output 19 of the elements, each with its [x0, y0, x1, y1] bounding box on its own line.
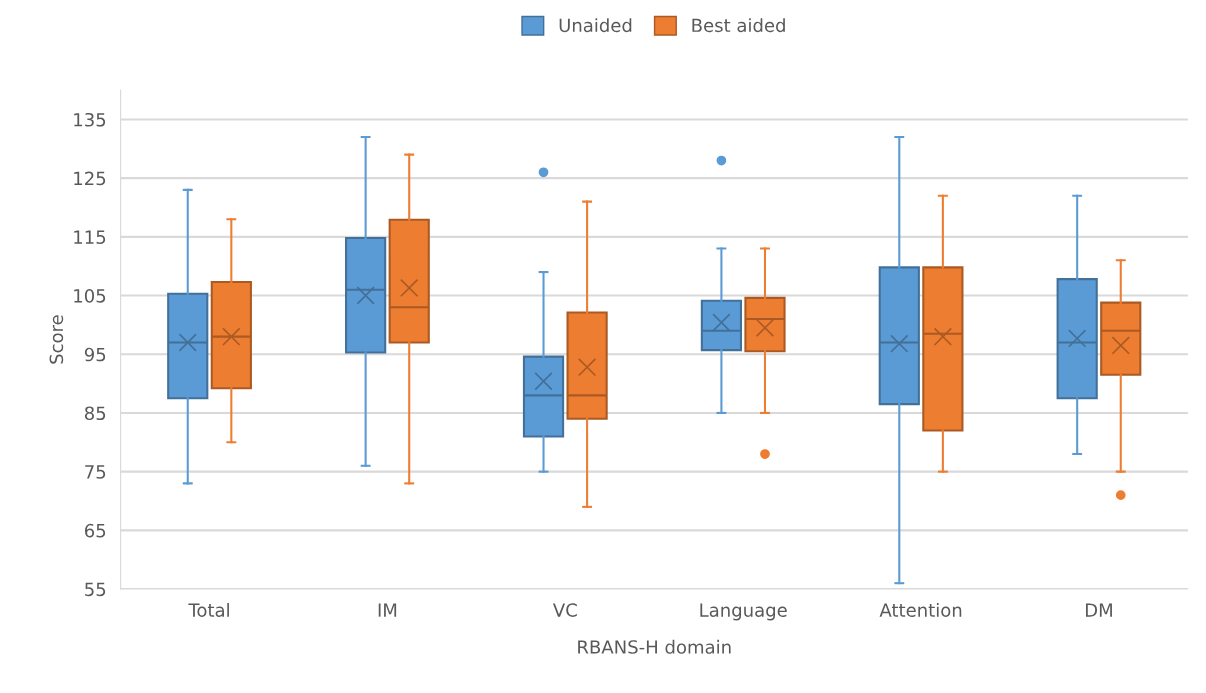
y-tick-label: 85 [84, 406, 106, 421]
y-tick-label: 65 [85, 523, 106, 538]
y-tick-label: 135 [74, 112, 106, 127]
y-tick-label: 105 [74, 289, 106, 303]
y-tick-label: 75 [85, 465, 106, 479]
x-tick-label: Total [188, 602, 229, 617]
legend-label: Best aided [692, 18, 785, 33]
y-tick-label: 125 [74, 171, 106, 186]
y-tick-label: 55 [85, 582, 106, 597]
x-tick-label: Attention [879, 602, 962, 617]
x-axis-title: RBANS-H domain [578, 639, 731, 654]
y-tick-label: 95 [84, 347, 106, 362]
y-axis-title: Score [49, 315, 64, 364]
legend-label: Unaided [559, 18, 632, 33]
x-tick-label: DM [1086, 603, 1112, 617]
x-tick-label: VC [552, 603, 577, 617]
y-tick-label: 115 [74, 230, 106, 244]
x-tick-label: IM [378, 603, 397, 617]
x-tick-label: Language [700, 603, 787, 621]
